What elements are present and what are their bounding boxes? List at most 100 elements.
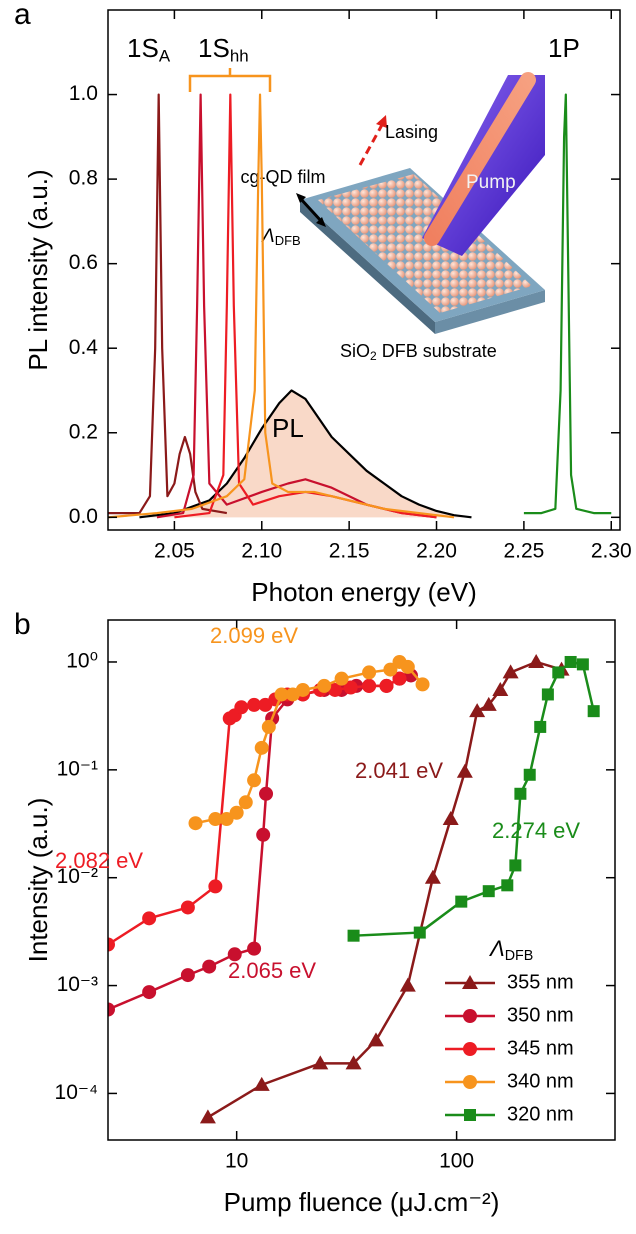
y-tick-label: 10⁻² <box>57 865 98 888</box>
marker <box>180 900 195 915</box>
lasing-beam <box>424 72 536 246</box>
legend-label: 320 nm <box>507 1103 574 1125</box>
label-main: 1S <box>127 33 159 63</box>
lasing-arrow <box>358 122 385 166</box>
bracket <box>188 68 272 92</box>
annotation: 2.274 eV <box>492 818 580 843</box>
x-tick-label: 2.25 <box>503 540 544 563</box>
series-line <box>156 93 437 519</box>
inset-schematic: Lasing Pump cg-QD film ΛDFB SiO2 DFB sub… <box>188 68 545 363</box>
marker <box>482 885 495 898</box>
marker <box>219 812 234 827</box>
legend-label: 340 nm <box>507 1070 574 1092</box>
x-tick-label: 2.20 <box>416 540 457 563</box>
series-line <box>108 677 401 946</box>
arrow-head <box>316 217 326 227</box>
marker <box>142 985 157 1000</box>
marker <box>254 740 269 755</box>
marker <box>379 678 394 693</box>
x-tick-label: 2.15 <box>329 540 370 563</box>
marker <box>259 786 274 801</box>
marker <box>509 859 522 872</box>
y-tick-label: 10⁻⁴ <box>55 1081 98 1104</box>
label-main: Λ <box>488 936 505 961</box>
panel-label: a <box>14 0 31 31</box>
label-main: 1S <box>198 33 230 63</box>
inset-label: Pump <box>466 172 516 193</box>
marker <box>362 678 377 693</box>
label-main: Λ <box>261 226 275 247</box>
marker <box>345 1055 362 1070</box>
marker <box>108 937 115 952</box>
legend-label: 355 nm <box>507 971 574 993</box>
substrate-side <box>435 290 545 334</box>
substrate-side <box>300 200 435 334</box>
panel-label: b <box>14 608 31 641</box>
x-tick-label: 2.30 <box>591 540 632 563</box>
marker <box>247 773 262 788</box>
marker <box>180 968 195 983</box>
marker <box>442 811 459 826</box>
area <box>139 390 472 518</box>
y-tick-label: 0.0 <box>69 505 98 528</box>
period-arrow <box>298 196 324 224</box>
label-sub: DFB <box>275 233 301 248</box>
marker <box>108 1002 115 1017</box>
x-tick-label: 100 <box>439 1150 474 1173</box>
marker <box>413 926 426 939</box>
marker <box>229 805 244 820</box>
marker <box>455 895 468 908</box>
marker <box>534 720 547 733</box>
marker <box>541 688 554 701</box>
marker <box>514 787 527 800</box>
y-tick-label: 10⁻³ <box>57 973 98 996</box>
marker <box>400 659 415 674</box>
plot-area <box>108 653 600 1124</box>
marker <box>523 768 536 781</box>
y-tick-label: 0.2 <box>69 420 98 443</box>
series-line <box>139 389 472 519</box>
marker <box>469 703 486 718</box>
label-sub: 2 <box>370 349 377 363</box>
label-main: 2.274 eV <box>492 818 580 843</box>
legend-marker <box>463 1075 477 1089</box>
annotation: 2.099 eV <box>210 623 298 648</box>
marker <box>247 941 262 956</box>
marker <box>576 658 589 671</box>
x-axis-title: Pump fluence (μJ.cm⁻²) <box>224 1187 500 1217</box>
label-main: SiO <box>340 341 370 361</box>
marker <box>347 929 360 942</box>
x-tick-label: 2.10 <box>241 540 282 563</box>
series-line <box>108 93 228 515</box>
marker <box>502 664 519 679</box>
y-tick-label: 1.0 <box>69 82 98 105</box>
arrow-head <box>376 115 387 128</box>
marker <box>328 682 343 697</box>
marker <box>456 763 473 778</box>
label-main: 2.065 eV <box>228 958 316 983</box>
marker <box>528 653 545 668</box>
marker <box>564 655 577 668</box>
plot-area <box>108 93 612 519</box>
label-main: 2.082 eV <box>55 848 143 873</box>
marker <box>317 678 332 693</box>
legend-label: 350 nm <box>507 1004 574 1026</box>
annotation: 2.041 eV <box>355 758 443 783</box>
marker <box>552 666 565 679</box>
marker <box>188 816 203 831</box>
annotation: 1Shh <box>198 33 249 66</box>
marker <box>274 687 289 702</box>
inset-label: ΛDFB <box>261 226 301 248</box>
legend-marker <box>463 1042 477 1056</box>
legend-marker <box>463 1009 477 1023</box>
label-main: 2.041 eV <box>355 758 443 783</box>
y-tick-label: 0.6 <box>69 251 98 274</box>
marker <box>234 700 249 715</box>
y-axis-title: Intensity (a.u.) <box>23 798 53 963</box>
frame <box>107 9 621 531</box>
marker <box>261 719 276 734</box>
inset-label: Lasing <box>385 122 438 142</box>
label-rest: DFB substrate <box>377 341 497 361</box>
annotation: 1P <box>548 33 580 63</box>
x-tick-label: 2.05 <box>154 540 195 563</box>
